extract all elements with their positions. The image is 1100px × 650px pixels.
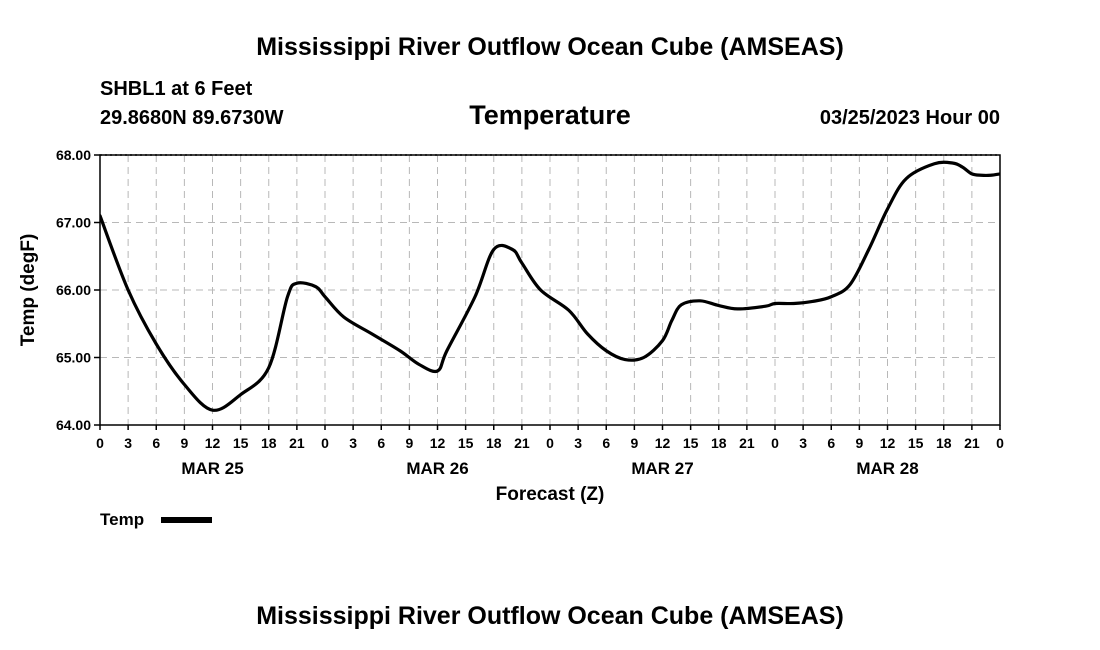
y-tick-label: 64.00: [56, 417, 91, 433]
x-tick-label: 0: [996, 435, 1004, 451]
x-tick-label: 21: [514, 435, 530, 451]
x-tick-label: 18: [261, 435, 277, 451]
x-tick-label: 3: [574, 435, 582, 451]
chart-main-title: Mississippi River Outflow Ocean Cube (AM…: [256, 33, 844, 61]
x-tick-label: 15: [233, 435, 249, 451]
grid: [100, 154, 1000, 425]
x-tick-label: 0: [546, 435, 554, 451]
legend-label: Temp: [100, 510, 144, 529]
x-tick-label: 15: [908, 435, 924, 451]
x-tick-label: 21: [289, 435, 305, 451]
day-label: MAR 28: [856, 459, 918, 478]
x-tick-label: 12: [205, 435, 221, 451]
x-tick-label: 21: [964, 435, 980, 451]
datetime-label: 03/25/2023 Hour 00: [820, 107, 1000, 129]
x-tick-label: 18: [936, 435, 952, 451]
x-tick-label: 15: [458, 435, 474, 451]
series-line-temp: [100, 160, 1000, 412]
y-tick-label: 65.00: [56, 350, 91, 366]
x-axis-label: Forecast (Z): [496, 484, 605, 505]
x-tick-label: 6: [602, 435, 610, 451]
x-tick-label: 15: [683, 435, 699, 451]
x-tick-label: 3: [799, 435, 807, 451]
station-label: SHBL1 at 6 Feet: [100, 78, 253, 100]
y-tick-label: 68.00: [56, 147, 91, 163]
y-tick-label: 66.00: [56, 282, 91, 298]
legend-swatch: [161, 517, 212, 523]
day-label: MAR 25: [181, 459, 243, 478]
x-tick-label: 21: [739, 435, 755, 451]
x-tick-label: 9: [180, 435, 188, 451]
y-axis-ticks: 64.00 65.00 66.00 67.00 68.00: [56, 147, 100, 433]
x-tick-label: 3: [349, 435, 357, 451]
x-tick-label: 9: [855, 435, 863, 451]
location-label: 29.8680N 89.6730W: [100, 107, 284, 129]
footer-title: Mississippi River Outflow Ocean Cube (AM…: [256, 602, 844, 630]
x-axis-ticks: 0 3 6 9 12 15 18 21 0 3 6 9 12 15 18 21 0 3 6 9 12 15 18 21 0 3 6 9…: [96, 425, 1004, 451]
x-tick-label: 6: [827, 435, 835, 451]
x-tick-label: 12: [880, 435, 896, 451]
day-labels: MAR 25 MAR 26 MAR 27 MAR 28: [181, 459, 918, 478]
x-tick-label: 0: [771, 435, 779, 451]
x-tick-label: 18: [486, 435, 502, 451]
day-label: MAR 26: [406, 459, 468, 478]
x-tick-label: 0: [321, 435, 329, 451]
x-tick-label: 9: [630, 435, 638, 451]
x-tick-label: 3: [124, 435, 132, 451]
x-tick-label: 12: [655, 435, 671, 451]
series-layer: [100, 160, 1000, 412]
y-tick-label: 67.00: [56, 215, 91, 231]
x-tick-label: 12: [430, 435, 446, 451]
x-tick-label: 0: [96, 435, 104, 451]
x-tick-label: 6: [152, 435, 160, 451]
day-label: MAR 27: [631, 459, 693, 478]
x-tick-label: 18: [711, 435, 727, 451]
x-tick-label: 9: [405, 435, 413, 451]
y-axis-label: Temp (degF): [18, 234, 39, 347]
legend: Temp: [100, 510, 212, 529]
chart-subtitle: Temperature: [469, 100, 631, 130]
x-tick-label: 6: [377, 435, 385, 451]
